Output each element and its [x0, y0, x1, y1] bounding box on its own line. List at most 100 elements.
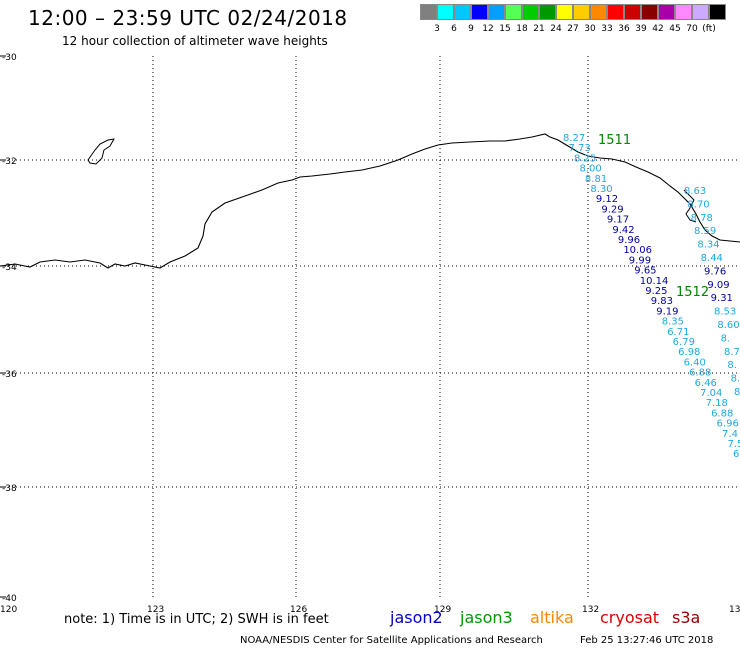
scale-label: 33 — [601, 24, 613, 34]
track-a-value: 9.17 — [607, 215, 629, 226]
longitude-label: 123 — [147, 605, 164, 615]
footer-note: note: 1) Time is in UTC; 2) SWH is in fe… — [64, 612, 329, 627]
satellite-name: jason3 — [460, 608, 513, 627]
track-a-value: 10.06 — [623, 245, 652, 256]
track-b-value: 8.59 — [694, 226, 716, 237]
track-a-value: 8.81 — [585, 174, 607, 185]
track-b-value: 8.60 — [717, 320, 739, 331]
kangaroo-island — [87, 138, 115, 165]
scale-swatch — [420, 4, 437, 20]
latitude-label: -36 — [2, 370, 17, 380]
coastal-detail — [683, 189, 697, 223]
scale-swatch — [607, 4, 624, 20]
track-a-value: 7.73 — [568, 143, 590, 154]
orbit-number-1512: 1512 — [676, 285, 709, 300]
track-b-value: 8.70 — [687, 199, 709, 210]
track-b-value: 9.09 — [707, 280, 729, 291]
scale-swatch — [556, 4, 573, 20]
track-b-value: 8. — [721, 333, 731, 344]
satellite-name: jason2 — [390, 608, 443, 627]
scale-swatch — [505, 4, 522, 20]
track-a-value: 6.88 — [689, 368, 711, 379]
coastline — [0, 133, 740, 269]
latitude-label: -38 — [2, 484, 17, 494]
track-b-value: 9.76 — [704, 266, 726, 277]
scale-label: 36 — [618, 24, 630, 34]
track-a-value: 9.99 — [629, 255, 651, 266]
scale-swatch — [522, 4, 539, 20]
track-a-value: 6.79 — [673, 337, 695, 348]
track-b-value: 8.44 — [701, 253, 723, 264]
scale-label: 30 — [584, 24, 596, 34]
scale-label: 45 — [669, 24, 681, 34]
scale-swatch — [573, 4, 590, 20]
scale-label: 12 — [482, 24, 494, 34]
scale-swatch — [488, 4, 505, 20]
track-a-value: 8.27 — [563, 133, 585, 144]
longitude-label: 132 — [582, 605, 599, 615]
generated-timestamp: Feb 25 13:27:46 UTC 2018 — [580, 635, 714, 646]
track-value-labels: 8.277.738.258.008.818.309.129.299.179.42… — [563, 133, 740, 460]
track-a-value: 8.00 — [579, 164, 601, 175]
scale-label: 3 — [434, 24, 440, 34]
longitude-label: 135 — [729, 605, 740, 615]
track-a-value: 7.5 — [728, 439, 740, 450]
track-a-value: 9.25 — [645, 286, 667, 297]
track-a-value: 8.35 — [662, 317, 684, 328]
scale-label: 15 — [499, 24, 511, 34]
scale-swatch — [539, 4, 556, 20]
scale-swatch — [709, 4, 726, 20]
scale-swatch — [437, 4, 454, 20]
track-a-value: 9.83 — [651, 296, 673, 307]
track-a-value: 6.46 — [695, 378, 717, 389]
scale-swatch — [692, 4, 709, 20]
longitude-label: 126 — [290, 605, 307, 615]
scale-swatch — [675, 4, 692, 20]
map-title: 12:00 – 23:59 UTC 02/24/2018 — [28, 6, 348, 30]
track-a-value: 7.18 — [706, 398, 728, 409]
track-a-value: 9.65 — [634, 266, 656, 277]
scale-label: 24 — [550, 24, 562, 34]
latitude-label: -40 — [2, 594, 17, 604]
longitude-label: 129 — [434, 605, 451, 615]
credit-line: NOAA/NESDIS Center for Satellite Applica… — [240, 635, 543, 646]
track-a-value: 9.12 — [596, 194, 618, 205]
scale-label: 42 — [652, 24, 664, 34]
track-a-value: 10.14 — [640, 276, 669, 287]
scale-swatch — [641, 4, 658, 20]
latitude-label: -34 — [2, 263, 17, 273]
scale-swatch — [658, 4, 675, 20]
track-b-value: 9.31 — [711, 293, 733, 304]
track-a-value: 6.71 — [667, 327, 689, 338]
scale-label: 18 — [516, 24, 528, 34]
track-b-value: 8.53 — [714, 307, 736, 318]
track-a-value: 9.42 — [612, 225, 634, 236]
scale-label: (ft) — [702, 24, 716, 34]
track-a-value: 9.19 — [656, 306, 678, 317]
track-a-value: 6.88 — [711, 408, 733, 419]
latitude-label: -30 — [2, 53, 17, 63]
scale-label: 39 — [635, 24, 647, 34]
track-b-value: 8.63 — [684, 186, 706, 197]
map-subtitle: 12 hour collection of altimeter wave hei… — [62, 34, 328, 48]
scale-label: 6 — [451, 24, 457, 34]
scale-label: 9 — [468, 24, 474, 34]
scale-swatch — [471, 4, 488, 20]
track-b-value: 8. — [727, 360, 737, 371]
scale-swatch — [590, 4, 607, 20]
scale-swatch — [454, 4, 471, 20]
satellite-name: altika — [530, 608, 574, 627]
track-b-value: 8. — [731, 374, 740, 385]
scale-label: 27 — [567, 24, 579, 34]
track-b-value: 8.78 — [691, 213, 713, 224]
track-a-value: 9.29 — [601, 204, 623, 215]
longitude-label: 120 — [0, 605, 17, 615]
track-a-value: 6. — [733, 449, 740, 460]
satellite-name: s3a — [672, 608, 701, 627]
track-a-value: 7.04 — [700, 388, 722, 399]
track-a-value: 6.40 — [684, 357, 706, 368]
track-b-value: 8 — [734, 387, 740, 398]
track-a-value: 9.96 — [618, 235, 640, 246]
